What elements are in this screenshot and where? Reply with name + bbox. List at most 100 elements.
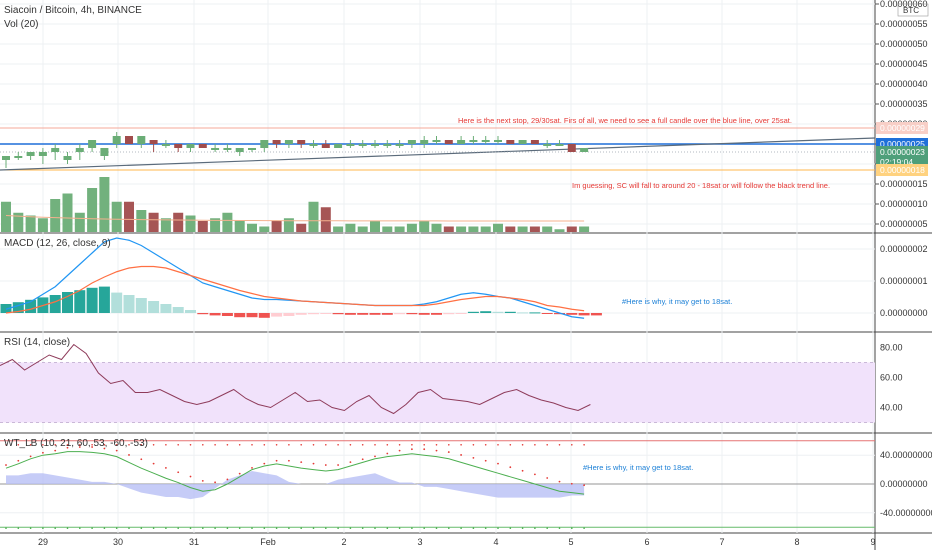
wt-os-dot (29, 527, 32, 529)
wt2-dot (152, 462, 155, 465)
wt-ob-dot (275, 444, 278, 446)
volume-bar (480, 226, 491, 232)
wt-ob-dot (214, 444, 216, 446)
y-tick-label: 0.00000035 (880, 99, 928, 109)
volume-bar (197, 221, 208, 232)
macd-histogram-bar (443, 313, 455, 315)
volume-bar (456, 226, 467, 232)
candles (2, 132, 589, 168)
volume-bar (283, 218, 294, 232)
wt-ob-dot (79, 444, 81, 446)
wt-os-dot (534, 527, 536, 529)
wt-ob-dot (435, 444, 438, 446)
wavetrend-series (0, 440, 875, 529)
macd-histogram-bar (111, 292, 123, 313)
wt2-dot (374, 455, 376, 458)
wt-os-dot (238, 527, 241, 529)
macd-series (0, 237, 602, 319)
macd-histogram-bar (12, 302, 24, 313)
x-tick-label: 9 (870, 537, 875, 547)
wt-os-dot (423, 527, 426, 529)
volume-bar (554, 229, 565, 232)
wt-os-dot (128, 527, 130, 529)
wt-os-dot (288, 527, 290, 529)
wavetrend-pane[interactable] (0, 433, 875, 533)
candle-body (407, 140, 416, 144)
wt2-dot (484, 459, 487, 462)
macd-histogram-bar (541, 313, 553, 314)
wt-ob-dot (386, 444, 389, 446)
macd-histogram-bar (197, 313, 209, 315)
wt-os-dot (337, 527, 339, 529)
candle-body (358, 144, 367, 146)
wt-ob-dot (251, 444, 253, 446)
rsi-y-tick: 60.00 (880, 373, 903, 383)
wt-os-dot (251, 527, 253, 529)
candle-body (198, 144, 207, 148)
rsi-band (0, 362, 875, 423)
wt-ob-dot (472, 444, 475, 446)
x-tick-label: 5 (568, 537, 573, 547)
macd-histogram-bar (578, 313, 590, 316)
wt-os-dot (226, 527, 229, 529)
volume-bar (431, 223, 442, 232)
candle-body (543, 144, 552, 146)
macd-pane[interactable] (0, 233, 875, 332)
wt2-dot (78, 446, 81, 448)
macd-histogram-bar (406, 313, 418, 315)
candle-body (2, 156, 10, 160)
wt2-dot (66, 446, 69, 449)
wt-ob-dot (509, 444, 512, 446)
candle-body (149, 140, 158, 144)
candle-body (51, 148, 60, 152)
annotation-macd: #Here is why, it may get to 18sat. (622, 297, 732, 306)
volume-bar (308, 201, 319, 232)
candle-body (63, 156, 72, 160)
wavetrend-title: WT_LB (10, 21, 60, 53, -60, -53) (4, 438, 148, 449)
wt-os-dot (189, 527, 192, 529)
wt-y-tick: 0.00000000 (880, 479, 928, 489)
wt-ob-dot (398, 444, 401, 446)
wt-os-dot (571, 527, 573, 529)
volume-bar (74, 212, 85, 232)
macd-y-tick: 0.00000000 (880, 308, 928, 318)
x-tick-label: 6 (644, 537, 649, 547)
wt2-dot (275, 459, 278, 462)
x-tick-label: 7 (719, 537, 724, 547)
wt-os-dot (42, 527, 44, 529)
wt-ob-dot (288, 444, 290, 446)
wt-os-dot (435, 527, 438, 529)
wt-os-dot (521, 527, 524, 529)
volume-bar (173, 212, 184, 232)
volume-bar (505, 226, 516, 232)
volume-bar (148, 212, 159, 232)
wt2-dot (361, 458, 364, 461)
macd-histogram-bar (320, 313, 332, 314)
currency-box[interactable] (897, 3, 929, 17)
axis-labels: 29 30 31 Feb 2 3 4 5 6 7 8 9 0.00000060 0.00000055 0.0… (38, 0, 932, 547)
wt-os-dot (91, 527, 93, 529)
grid (0, 0, 879, 533)
volume-ma-line (5, 215, 585, 222)
macd-histogram-bar (160, 304, 172, 313)
wt-ob-dot (115, 444, 118, 446)
macd-histogram-bar (529, 312, 541, 314)
price-pane[interactable] (0, 0, 875, 233)
macd-histogram-bar (0, 304, 12, 313)
macd-histogram-bar (431, 313, 442, 315)
candle-body (555, 144, 564, 146)
wt2-dot (140, 458, 143, 461)
volume-bar (345, 223, 356, 232)
candle-body (161, 144, 170, 146)
candle-body (469, 140, 478, 142)
candle-body (297, 140, 306, 144)
wt2-dot (447, 451, 450, 453)
wt-ob-dot (17, 444, 20, 446)
y-tick-label: 0.00000055 (880, 19, 928, 29)
price-tag-salmon (876, 122, 928, 134)
wt-ob-dot (558, 444, 561, 446)
macd-histogram-bar (295, 313, 307, 315)
volume-bar (50, 199, 61, 232)
wt-ob-dot (140, 444, 143, 446)
macd-histogram-bar (492, 311, 504, 313)
